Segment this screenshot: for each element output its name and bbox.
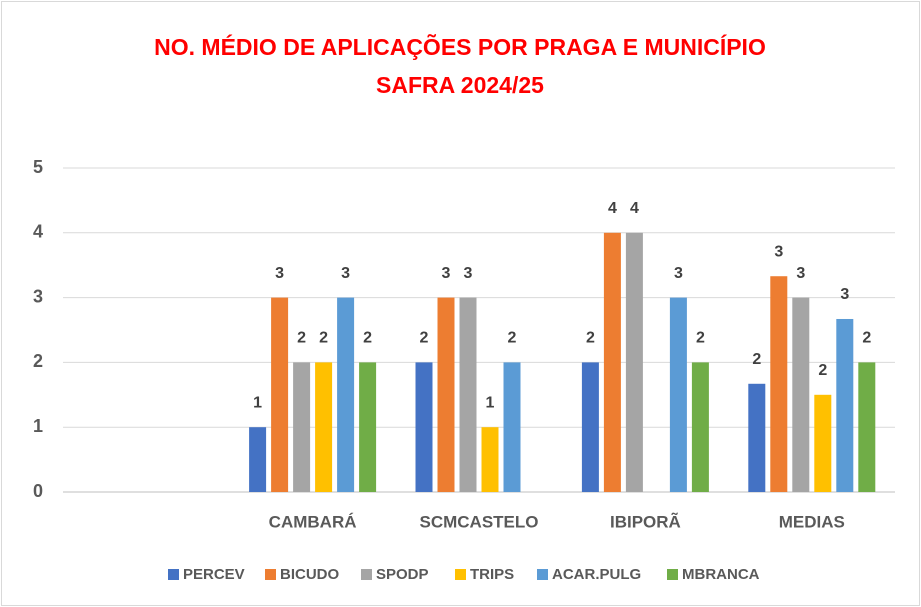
bar xyxy=(691,362,709,492)
bar xyxy=(415,362,433,492)
legend-swatch xyxy=(361,569,372,580)
y-tick-label: 2 xyxy=(33,351,43,371)
legend-label: SPODP xyxy=(376,566,429,583)
x-tick-label: CAMBARÁ xyxy=(269,512,357,531)
legend-label: ACAR.PULG xyxy=(552,566,641,583)
chart-title: NO. MÉDIO DE APLICAÇÕES POR PRAGA E MUNI… xyxy=(154,33,766,60)
bar xyxy=(858,362,876,492)
bar xyxy=(503,362,521,492)
legend-label: MBRANCA xyxy=(682,566,760,583)
bar xyxy=(748,383,766,492)
bar xyxy=(437,297,455,492)
bar xyxy=(792,297,810,492)
data-label: 3 xyxy=(275,265,284,282)
bar xyxy=(459,297,477,492)
data-label: 3 xyxy=(840,286,849,303)
x-tick-label: MEDIAS xyxy=(779,512,845,531)
data-label: 1 xyxy=(486,394,495,411)
bar xyxy=(770,276,788,492)
data-label: 2 xyxy=(319,330,328,347)
bar xyxy=(271,297,289,492)
data-label: 3 xyxy=(442,265,451,282)
bar xyxy=(293,362,311,492)
bar xyxy=(814,394,832,492)
data-label: 1 xyxy=(253,394,262,411)
data-label: 4 xyxy=(630,200,639,217)
data-label: 2 xyxy=(862,330,871,347)
data-label: 3 xyxy=(341,265,350,282)
legend-swatch xyxy=(168,569,179,580)
bar xyxy=(603,232,621,493)
bar xyxy=(315,362,333,492)
legend-label: BICUDO xyxy=(280,566,339,583)
legend-swatch xyxy=(667,569,678,580)
y-tick-label: 0 xyxy=(33,481,43,501)
data-label: 2 xyxy=(420,330,429,347)
y-tick-label: 4 xyxy=(33,222,43,242)
data-label: 2 xyxy=(818,362,827,379)
data-label: 2 xyxy=(586,330,595,347)
x-tick-label: SCMCASTELO xyxy=(420,512,539,531)
bar xyxy=(625,232,643,493)
bar xyxy=(481,427,499,492)
legend-label: TRIPS xyxy=(470,566,514,583)
bar xyxy=(669,297,687,492)
data-label: 2 xyxy=(752,351,761,368)
legend-swatch xyxy=(537,569,548,580)
data-label: 2 xyxy=(696,330,705,347)
legend-swatch xyxy=(455,569,466,580)
data-label: 3 xyxy=(796,265,805,282)
data-label: 2 xyxy=(363,330,372,347)
bar xyxy=(249,427,267,492)
bar xyxy=(836,318,854,492)
data-label: 2 xyxy=(508,330,517,347)
x-tick-label: IBIPORÃ xyxy=(610,511,681,531)
bar xyxy=(581,362,599,492)
legend-label: PERCEV xyxy=(183,566,245,583)
data-label: 3 xyxy=(464,265,473,282)
data-label: 4 xyxy=(608,200,617,217)
bar xyxy=(359,362,377,492)
data-label: 3 xyxy=(774,243,783,260)
data-label: 2 xyxy=(297,330,306,347)
chart-subtitle: SAFRA 2024/25 xyxy=(376,72,544,98)
y-tick-label: 3 xyxy=(33,286,43,306)
data-label: 3 xyxy=(674,265,683,282)
y-tick-label: 5 xyxy=(33,157,43,177)
bar xyxy=(337,297,355,492)
y-tick-label: 1 xyxy=(33,416,43,436)
legend-swatch xyxy=(265,569,276,580)
